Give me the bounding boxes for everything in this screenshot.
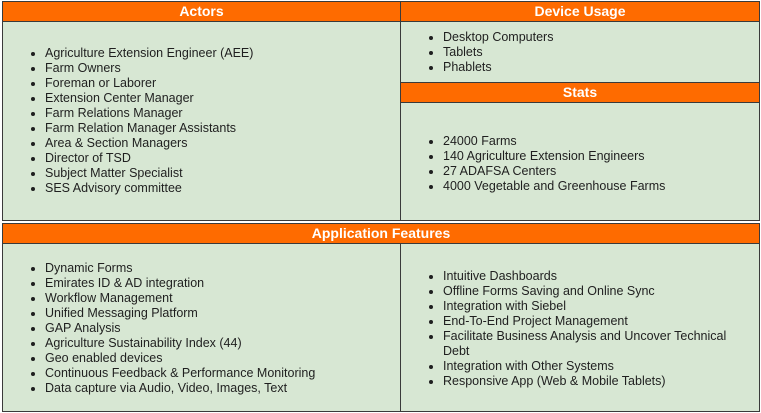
actors-panel: Agriculture Extension Engineer (AEE)Farm… (2, 21, 401, 221)
stat-item: 24000 Farms (443, 134, 759, 149)
application-features-header: Application Features (2, 223, 760, 244)
stats-list: 24000 Farms140 Agriculture Extension Eng… (401, 134, 759, 194)
actor-item: Farm Relation Manager Assistants (45, 121, 400, 136)
stat-item: 140 Agriculture Extension Engineers (443, 149, 759, 164)
actor-item: Farm Owners (45, 61, 400, 76)
actor-item: Foreman or Laborer (45, 76, 400, 91)
features-right-list: Intuitive DashboardsOffline Forms Saving… (401, 269, 759, 389)
feature-item: Data capture via Audio, Video, Images, T… (45, 381, 400, 396)
actor-item: Area & Section Managers (45, 136, 400, 151)
stat-item: 4000 Vegetable and Greenhouse Farms (443, 179, 759, 194)
stats-header: Stats (400, 82, 760, 103)
actor-item: Extension Center Manager (45, 91, 400, 106)
device-usage-item: Desktop Computers (443, 30, 759, 45)
device-usage-item: Phablets (443, 60, 759, 75)
stats-title: Stats (562, 84, 598, 100)
actor-item: Director of TSD (45, 151, 400, 166)
feature-item: Continuous Feedback & Performance Monito… (45, 366, 400, 381)
feature-item: Intuitive Dashboards (443, 269, 751, 284)
actors-list: Agriculture Extension Engineer (AEE)Farm… (3, 46, 400, 196)
feature-item: End-To-End Project Management (443, 314, 751, 329)
feature-item: Facilitate Business Analysis and Uncover… (443, 329, 751, 359)
feature-item: Integration with Other Systems (443, 359, 751, 374)
feature-item: Unified Messaging Platform (45, 306, 400, 321)
device-usage-title: Device Usage (534, 3, 626, 19)
actor-item: SES Advisory committee (45, 181, 400, 196)
feature-item: Dynamic Forms (45, 261, 400, 276)
actors-title: Actors (179, 3, 224, 19)
actor-item: Farm Relations Manager (45, 106, 400, 121)
features-left-panel: Dynamic FormsEmirates ID & AD integratio… (2, 243, 401, 412)
device-usage-item: Tablets (443, 45, 759, 60)
feature-item: Agriculture Sustainability Index (44) (45, 336, 400, 351)
features-left-list: Dynamic FormsEmirates ID & AD integratio… (3, 261, 400, 396)
features-right-panel: Intuitive DashboardsOffline Forms Saving… (400, 243, 760, 412)
device-usage-list: Desktop ComputersTabletsPhablets (401, 30, 759, 75)
application-features-title: Application Features (311, 225, 451, 241)
device-usage-panel: Desktop ComputersTabletsPhablets (400, 21, 760, 83)
feature-item: GAP Analysis (45, 321, 400, 336)
actors-header: Actors (2, 1, 401, 22)
feature-item: Emirates ID & AD integration (45, 276, 400, 291)
stat-item: 27 ADAFSA Centers (443, 164, 759, 179)
feature-item: Integration with Siebel (443, 299, 751, 314)
feature-item: Workflow Management (45, 291, 400, 306)
feature-item: Offline Forms Saving and Online Sync (443, 284, 751, 299)
actor-item: Subject Matter Specialist (45, 166, 400, 181)
device-usage-header: Device Usage (400, 1, 760, 22)
stats-panel: 24000 Farms140 Agriculture Extension Eng… (400, 102, 760, 221)
feature-item: Responsive App (Web & Mobile Tablets) (443, 374, 751, 389)
actor-item: Agriculture Extension Engineer (AEE) (45, 46, 400, 61)
feature-item: Geo enabled devices (45, 351, 400, 366)
